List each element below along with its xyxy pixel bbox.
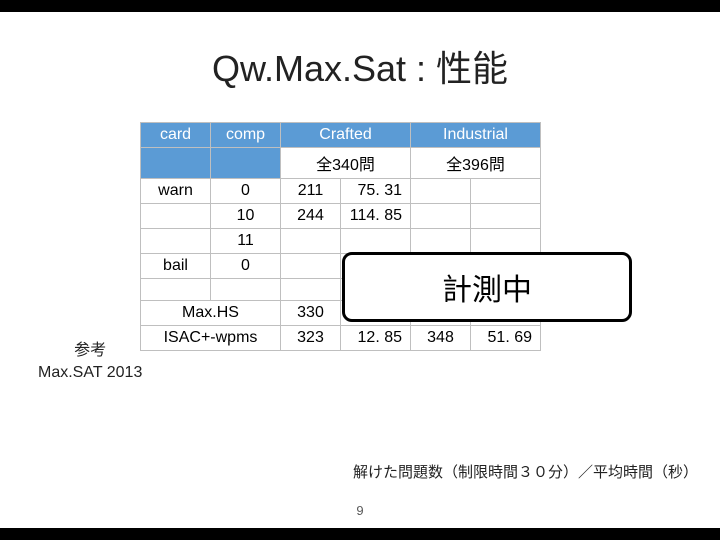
cell-industrial-t: 51. 69 bbox=[471, 326, 541, 351]
cell-industrial-n bbox=[411, 179, 471, 204]
hdr-blank-2 bbox=[211, 148, 281, 179]
hdr-comp: comp bbox=[211, 123, 281, 148]
ref-label-line1: 参考 bbox=[74, 342, 106, 359]
cell-crafted-n bbox=[281, 279, 341, 301]
ref-label-line2: Max.SAT 2013 bbox=[38, 364, 142, 381]
cell-crafted-n bbox=[281, 229, 341, 254]
cell-industrial-t bbox=[471, 179, 541, 204]
cell-comp bbox=[211, 279, 281, 301]
cell-industrial-t bbox=[471, 204, 541, 229]
footnote: 解けた問題数（制限時間３０分）／平均時間（秒） bbox=[353, 461, 698, 482]
cell-comp: 11 bbox=[211, 229, 281, 254]
cell-card bbox=[141, 204, 211, 229]
table-row: warn 0 211 75. 31 bbox=[141, 179, 541, 204]
reference-label: 参考 Max.SAT 2013 bbox=[38, 340, 142, 385]
header-row-2: 全340問 全396問 bbox=[141, 148, 541, 179]
slide-title: Qw.Max.Sat : 性能 bbox=[0, 40, 720, 92]
page-number: 9 bbox=[0, 503, 720, 518]
cell-crafted-n: 330 bbox=[281, 301, 341, 326]
cell-card bbox=[141, 229, 211, 254]
hdr-crafted-sub: 全340問 bbox=[281, 148, 411, 179]
hdr-industrial-sub: 全396問 bbox=[411, 148, 541, 179]
hdr-crafted: Crafted bbox=[281, 123, 411, 148]
cell-ref-label: ISAC+-wpms bbox=[141, 326, 281, 351]
cell-crafted-n: 244 bbox=[281, 204, 341, 229]
table-row: 10 244 114. 85 bbox=[141, 204, 541, 229]
hdr-card: card bbox=[141, 123, 211, 148]
slide: Qw.Max.Sat : 性能 card comp Crafted Indust… bbox=[0, 12, 720, 528]
cell-crafted-t: 12. 85 bbox=[341, 326, 411, 351]
cell-comp: 10 bbox=[211, 204, 281, 229]
cell-comp: 0 bbox=[211, 254, 281, 279]
cell-industrial-t bbox=[471, 229, 541, 254]
cell-crafted-t: 114. 85 bbox=[341, 204, 411, 229]
table-row: 11 bbox=[141, 229, 541, 254]
cell-card bbox=[141, 279, 211, 301]
ref-row: ISAC+-wpms 323 12. 85 348 51. 69 bbox=[141, 326, 541, 351]
content-area: card comp Crafted Industrial 全340問 全396問… bbox=[40, 122, 720, 351]
cell-crafted-t: 75. 31 bbox=[341, 179, 411, 204]
cell-industrial-n: 348 bbox=[411, 326, 471, 351]
cell-card: warn bbox=[141, 179, 211, 204]
hdr-blank-1 bbox=[141, 148, 211, 179]
cell-industrial-n bbox=[411, 229, 471, 254]
cell-crafted-n bbox=[281, 254, 341, 279]
header-row-1: card comp Crafted Industrial bbox=[141, 123, 541, 148]
cell-crafted-n: 323 bbox=[281, 326, 341, 351]
cell-comp: 0 bbox=[211, 179, 281, 204]
cell-industrial-n bbox=[411, 204, 471, 229]
measuring-overlay: 計測中 bbox=[342, 252, 632, 322]
cell-ref-label: Max.HS bbox=[141, 301, 281, 326]
hdr-industrial: Industrial bbox=[411, 123, 541, 148]
cell-card: bail bbox=[141, 254, 211, 279]
cell-crafted-t bbox=[341, 229, 411, 254]
cell-crafted-n: 211 bbox=[281, 179, 341, 204]
overlay-text: 計測中 bbox=[442, 265, 532, 309]
